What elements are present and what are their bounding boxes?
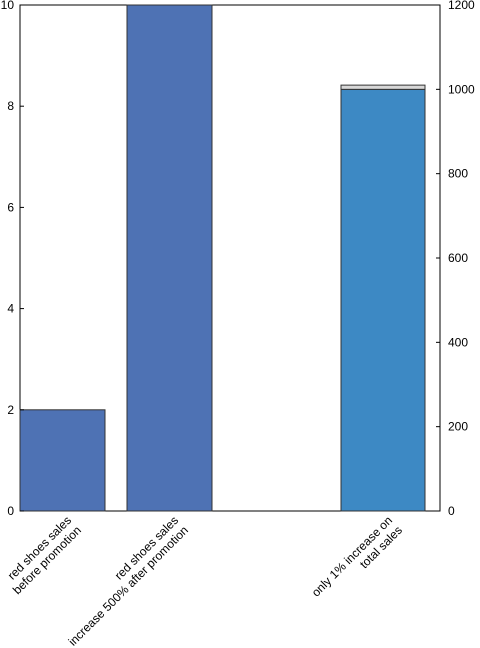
right-tick-label: 1000 — [448, 82, 475, 96]
category-label: red shoes salesbefore promotion — [0, 513, 84, 597]
left-tick-label: 0 — [7, 504, 14, 518]
bar-3 — [340, 84, 426, 90]
left-tick-label: 4 — [7, 302, 14, 316]
bar-0 — [19, 409, 106, 512]
bars-group — [19, 4, 426, 512]
right-tick-label: 600 — [448, 251, 468, 265]
category-label-text: only 1% increase ontotal sales — [309, 513, 405, 609]
left-tick-label: 10 — [1, 0, 15, 12]
category-label: only 1% increase ontotal sales — [309, 513, 405, 609]
left-tick-label: 8 — [7, 99, 14, 113]
right-y-axis: 0 200 400 600 800 1000 1200 — [436, 0, 475, 518]
left-y-axis: 0 2 4 6 8 10 — [1, 0, 24, 518]
left-tick-label: 6 — [7, 200, 14, 214]
category-labels: red shoes salesbefore promotion red shoes… — [0, 513, 405, 648]
right-tick-label: 0 — [448, 504, 455, 518]
bar-2 — [340, 88, 426, 512]
right-tick-label: 200 — [448, 420, 468, 434]
category-label-line: only 1% increase on — [309, 513, 395, 599]
right-tick-label: 1200 — [448, 0, 475, 12]
bar-1 — [126, 4, 213, 512]
left-tick-label: 2 — [7, 403, 14, 417]
category-label-line: increase 500% after promotion — [66, 523, 191, 648]
right-tick-label: 800 — [448, 167, 468, 181]
right-tick-label: 400 — [448, 335, 468, 349]
category-label-text: red shoes salesbefore promotion — [0, 513, 84, 597]
